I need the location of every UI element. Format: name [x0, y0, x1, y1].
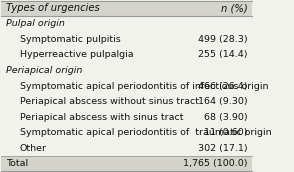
Text: Symptomatic apical periodontitis of infectious origin: Symptomatic apical periodontitis of infe… — [20, 82, 268, 90]
Text: Types of urgencies: Types of urgencies — [6, 3, 99, 13]
Text: 255 (14.4): 255 (14.4) — [198, 50, 248, 60]
Text: Periapical abscess with sinus tract: Periapical abscess with sinus tract — [20, 112, 183, 122]
Text: 68 (3.90): 68 (3.90) — [204, 112, 248, 122]
Text: 11 (0.60): 11 (0.60) — [204, 128, 248, 137]
Text: 466 (26.4): 466 (26.4) — [198, 82, 248, 90]
Text: 302 (17.1): 302 (17.1) — [198, 144, 248, 153]
Text: 1,765 (100.0): 1,765 (100.0) — [183, 159, 248, 168]
Text: Symptomatic pulpitis: Symptomatic pulpitis — [20, 35, 120, 44]
Text: Other: Other — [20, 144, 46, 153]
Text: 164 (9.30): 164 (9.30) — [198, 97, 248, 106]
Bar — [1, 156, 253, 171]
Text: Hyperreactive pulpalgia: Hyperreactive pulpalgia — [20, 50, 133, 60]
Text: Symptomatic apical periodontitis of  traumatic origin: Symptomatic apical periodontitis of trau… — [20, 128, 271, 137]
Text: 499 (28.3): 499 (28.3) — [198, 35, 248, 44]
Text: Pulpal origin: Pulpal origin — [6, 19, 65, 28]
Bar — [1, 1, 253, 16]
Text: Periapical origin: Periapical origin — [6, 66, 82, 75]
Text: Total: Total — [6, 159, 28, 168]
Text: n (%): n (%) — [221, 3, 248, 13]
Text: Periapical abscess without sinus tract: Periapical abscess without sinus tract — [20, 97, 198, 106]
